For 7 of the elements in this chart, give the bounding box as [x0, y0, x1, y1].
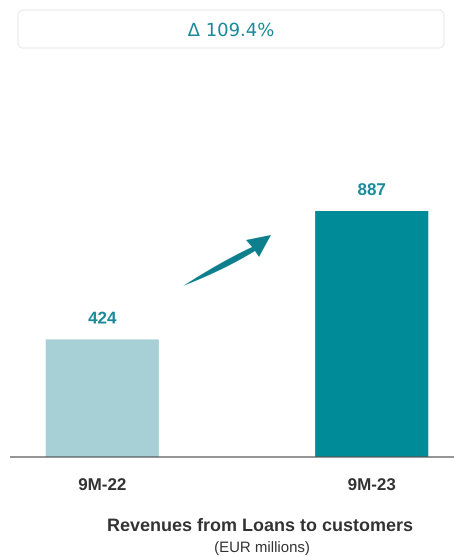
text: Δ 109.4%: [188, 20, 274, 41]
text: (EUR millions): [214, 539, 310, 556]
data-label: 887: [358, 180, 386, 199]
data-label: 424: [88, 308, 118, 328]
text: Revenues from Loans to customers: [106, 515, 414, 535]
x-tick-label: 9M-23: [348, 475, 396, 494]
x-tick-label: 9M-22: [78, 475, 126, 494]
